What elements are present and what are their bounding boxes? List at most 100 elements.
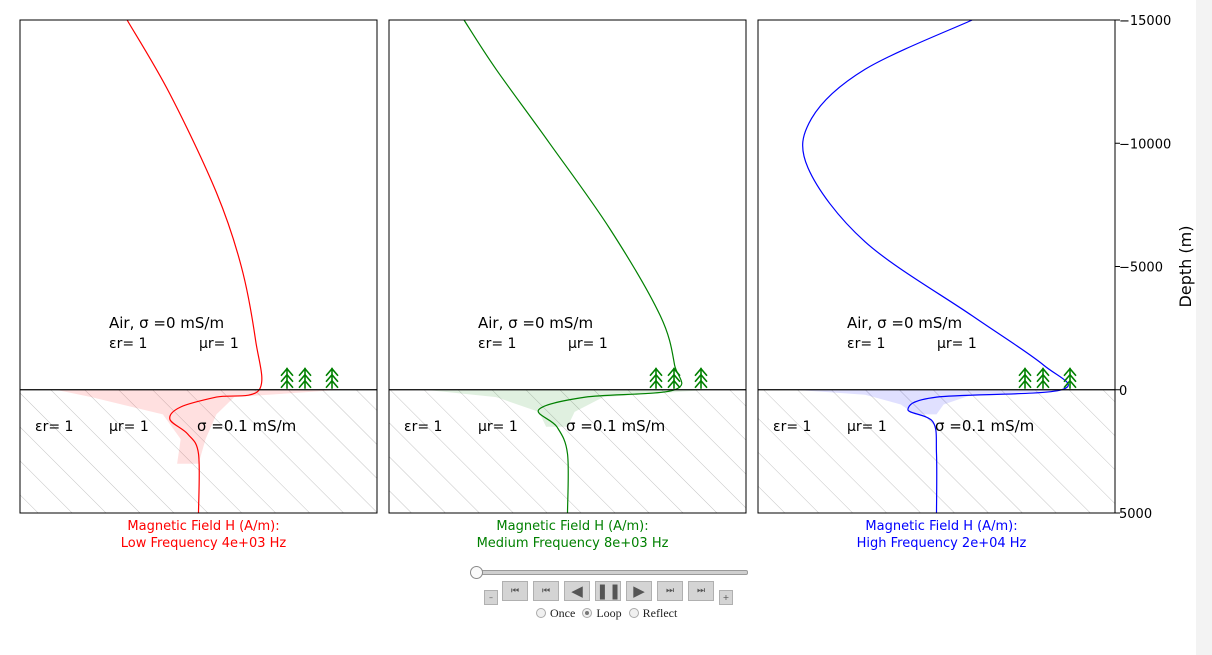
panel-title-line2: Low Frequency 4e+03 Hz (121, 536, 287, 551)
tree-branch (325, 373, 339, 383)
tree-branch (1018, 367, 1032, 377)
ground-mu-label: μr= 1 (478, 419, 518, 435)
scrollbar[interactable] (1196, 0, 1212, 655)
tree-branch (280, 373, 294, 383)
faster-button[interactable]: + (719, 590, 733, 605)
panel-title-line1: Magnetic Field H (A/m): (496, 519, 648, 534)
ground-conductivity-label: σ =0.1 mS/m (197, 417, 296, 435)
tree-branch (667, 379, 681, 389)
tree-branch (298, 373, 312, 383)
depth-axis: −15000 −10000 −5000 0 5000 Depth (m) (1115, 14, 1195, 522)
radio-icon[interactable] (628, 608, 639, 618)
ground-conductivity-label: σ =0.1 mS/m (566, 417, 665, 435)
tree-branch (298, 379, 312, 389)
ground-mu-label: μr= 1 (847, 419, 887, 435)
tree-branch (1018, 379, 1032, 389)
magnetic-field-curve (802, 19, 1069, 514)
tree-branch (667, 373, 681, 383)
panel-title-line1: Magnetic Field H (A/m): (865, 519, 1017, 534)
tree-icon (694, 367, 708, 389)
panel-2: Air, σ =0 mS/m εr= 1 μr= 1 εr= 1 μr= 1 σ =0.1… (388, 19, 747, 551)
next-frame-button[interactable]: ⏭ (657, 581, 683, 601)
tree-branch (649, 379, 663, 389)
tree-icon (1063, 367, 1077, 389)
field-envelope (424, 389, 711, 427)
ground-epsilon-label: εr= 1 (35, 419, 73, 435)
field-envelope (793, 389, 1080, 415)
y-tick-label: 0 (1119, 384, 1127, 399)
tree-branch (694, 367, 708, 377)
tree-icon (1036, 367, 1050, 389)
tree-icon (649, 367, 663, 389)
air-label: Air, σ =0 mS/m (109, 314, 224, 332)
play-button[interactable]: ▶ (626, 581, 652, 601)
ground-conductivity-label: σ =0.1 mS/m (935, 417, 1034, 435)
mode-reflect[interactable]: Reflect (628, 606, 678, 621)
ground-epsilon-label: εr= 1 (773, 419, 811, 435)
tree-branch (1063, 367, 1077, 377)
mode-once-label: Once (550, 606, 576, 620)
y-tick-label: −5000 (1119, 261, 1163, 276)
tree-icon (280, 367, 294, 389)
air-epsilon-label: εr= 1 (109, 336, 147, 352)
last-frame-button[interactable]: ⏭ (688, 581, 714, 601)
frame-slider[interactable] (470, 566, 748, 579)
tree-icon (325, 367, 339, 389)
radio-icon[interactable] (536, 608, 546, 618)
loop-mode-group: Once Loop Reflect (536, 606, 681, 621)
radio-selected-icon[interactable] (582, 608, 593, 618)
y-tick-label: −10000 (1119, 137, 1171, 152)
panel-title-line2: High Frequency 2e+04 Hz (857, 536, 1027, 551)
y-axis-label: Depth (m) (1176, 226, 1195, 308)
tree-branch (1018, 373, 1032, 383)
ground-mu-label: μr= 1 (109, 419, 149, 435)
y-tick-label: 5000 (1119, 507, 1152, 522)
tree-icon (298, 367, 312, 389)
mode-loop[interactable]: Loop (582, 606, 622, 621)
slider-thumb[interactable] (470, 566, 483, 579)
tree-branch (280, 379, 294, 389)
panel-title-line2: Medium Frequency 8e+03 Hz (477, 536, 669, 551)
air-mu-label: μr= 1 (199, 336, 239, 352)
air-label: Air, σ =0 mS/m (847, 314, 962, 332)
air-mu-label: μr= 1 (568, 336, 608, 352)
tree-branch (1063, 373, 1077, 383)
panel-1: Air, σ =0 mS/m εr= 1 μr= 1 εr= 1 μr= 1 σ =0.1… (19, 19, 378, 551)
panel-frame (19, 19, 378, 514)
air-epsilon-label: εr= 1 (478, 336, 516, 352)
mode-once[interactable]: Once (536, 606, 575, 621)
slower-button[interactable]: – (484, 590, 498, 605)
tree-branch (1036, 367, 1050, 377)
prev-frame-button[interactable]: ⏮ (533, 581, 559, 601)
magnetic-field-curve (126, 19, 263, 514)
tree-branch (1036, 373, 1050, 383)
mode-loop-label: Loop (596, 606, 622, 620)
play-reverse-button[interactable]: ◀ (564, 581, 590, 601)
tree-icon (667, 367, 681, 389)
tree-branch (325, 379, 339, 389)
panel-3: Air, σ =0 mS/m εr= 1 μr= 1 εr= 1 μr= 1 σ =0.1… (757, 19, 1116, 551)
tree-branch (694, 373, 708, 383)
ground-epsilon-label: εr= 1 (404, 419, 442, 435)
mode-reflect-label: Reflect (642, 606, 678, 620)
tree-branch (694, 379, 708, 389)
air-mu-label: μr= 1 (937, 336, 977, 352)
panel-frame (388, 19, 747, 514)
panel-title-line1: Magnetic Field H (A/m): (127, 519, 279, 534)
first-frame-button[interactable]: ⏮ (502, 581, 528, 601)
tree-icon (1018, 367, 1032, 389)
pause-button[interactable]: ❚❚ (595, 581, 622, 601)
air-epsilon-label: εr= 1 (847, 336, 885, 352)
tree-branch (325, 367, 339, 377)
tree-branch (280, 367, 294, 377)
field-envelope (55, 389, 342, 464)
y-tick-label: −15000 (1119, 14, 1171, 29)
tree-branch (1036, 379, 1050, 389)
tree-branch (649, 367, 663, 377)
tree-branch (298, 367, 312, 377)
tree-branch (649, 373, 663, 383)
tree-branch (1063, 379, 1077, 389)
slider-track (476, 570, 748, 575)
